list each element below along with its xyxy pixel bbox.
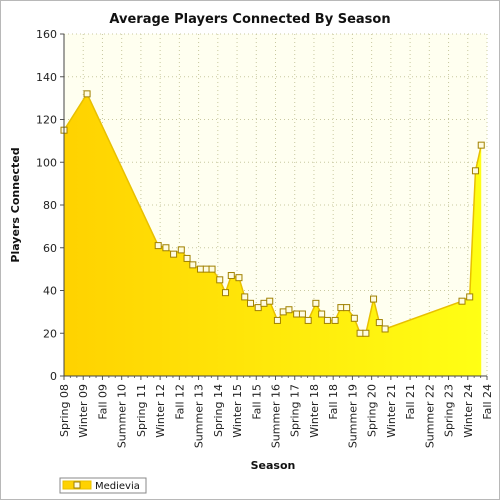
data-point: [227, 272, 235, 280]
data-point: [375, 319, 383, 327]
data-point: [293, 310, 301, 318]
data-point: [183, 254, 191, 262]
x-tick-label: Fall 18: [327, 384, 340, 420]
x-tick-label: Spring 23: [443, 384, 456, 437]
data-point: [202, 265, 210, 273]
legend: Medievia: [59, 477, 147, 494]
data-point: [381, 325, 389, 333]
x-tick-label: Winter 24: [462, 384, 475, 438]
data-point: [458, 297, 466, 305]
data-point: [235, 274, 243, 282]
data-point: [298, 310, 306, 318]
x-tick-label: Spring 14: [212, 384, 225, 437]
data-point: [254, 304, 262, 312]
x-tick-label: Summer 16: [270, 384, 283, 448]
y-tick-label: 20: [43, 327, 57, 340]
x-tick-label: Fall 12: [173, 384, 186, 420]
data-point: [337, 304, 345, 312]
legend-label: Medievia: [95, 481, 140, 492]
x-tick-label: Winter 18: [308, 384, 321, 438]
plot-area: 0 20 40 60 80 100 120 140 160 Spring 08 Winter 09 F…: [36, 28, 494, 448]
y-axis-title: Players Connected: [9, 147, 22, 262]
y-tick-label: 100: [36, 156, 57, 169]
x-tick-label: Winter 21: [385, 384, 398, 438]
data-point: [189, 261, 197, 269]
data-point: [343, 304, 351, 312]
x-tick-label: Fall 15: [250, 384, 263, 420]
data-point: [162, 244, 170, 252]
x-tick-label: Summer 19: [346, 384, 359, 448]
x-tick-label: Fall 24: [481, 384, 494, 420]
data-point: [356, 329, 364, 337]
x-tick-label: Summer 13: [193, 384, 206, 448]
chart-title: Average Players Connected By Season: [109, 12, 390, 27]
x-tick-label: Fall 21: [404, 384, 417, 420]
x-tick-label: Spring 08: [58, 384, 71, 437]
x-tick-label: Fall 09: [96, 384, 109, 420]
data-point: [350, 314, 358, 322]
data-point: [241, 293, 249, 301]
y-tick-label: 60: [43, 242, 57, 255]
x-axis-title: Season: [251, 459, 296, 472]
x-tick-label: Winter 09: [77, 384, 90, 438]
y-tick-label: 80: [43, 199, 57, 212]
data-point: [285, 306, 293, 314]
data-point: [331, 316, 339, 324]
data-point: [247, 299, 255, 307]
data-point: [471, 167, 479, 175]
data-point: [466, 293, 474, 301]
data-point: [279, 308, 287, 316]
x-tick-label: Summer 22: [423, 384, 436, 448]
data-point: [216, 276, 224, 284]
y-tick-label: 40: [43, 285, 57, 298]
data-point: [83, 90, 91, 98]
x-tick-label: Summer 10: [116, 384, 129, 448]
data-point: [260, 299, 268, 307]
data-point: [197, 265, 205, 273]
series-area-medievia: [64, 93, 482, 376]
legend-marker: [73, 481, 81, 489]
y-tick-label: 160: [36, 28, 57, 41]
data-point: [273, 316, 281, 324]
y-tick-label: 140: [36, 71, 57, 84]
x-tick-label: Spring 11: [135, 384, 148, 437]
data-point: [154, 242, 162, 250]
data-point: [323, 316, 331, 324]
data-point: [208, 265, 216, 273]
x-tick-label: Winter 12: [154, 384, 167, 438]
y-tick-label: 120: [36, 114, 57, 127]
data-point: [304, 316, 312, 324]
data-point: [318, 310, 326, 318]
data-point: [477, 141, 485, 149]
data-point: [312, 299, 320, 307]
x-tick-label: Winter 15: [231, 384, 244, 438]
data-point: [222, 289, 230, 297]
data-point: [370, 295, 378, 303]
data-point: [362, 329, 370, 337]
data-point: [266, 297, 274, 305]
x-tick-label: Spring 17: [289, 384, 302, 437]
data-point: [170, 250, 178, 258]
data-point: [177, 246, 185, 254]
x-tick-label: Spring 20: [366, 384, 379, 437]
y-tick-label: 0: [50, 370, 57, 383]
